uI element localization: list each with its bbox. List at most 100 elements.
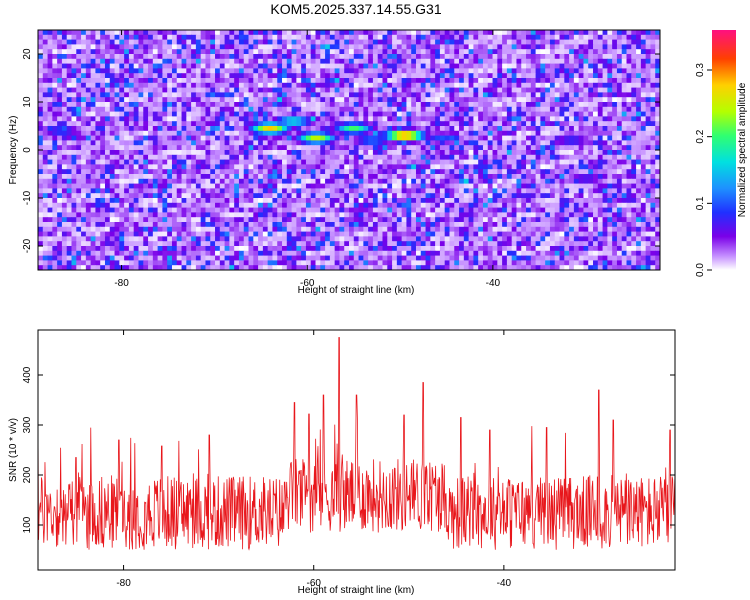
spectrogram-cell <box>463 174 470 180</box>
spectrogram-cell <box>186 68 192 74</box>
spectrogram-cell <box>415 188 422 194</box>
spectrogram-cell <box>602 87 608 93</box>
spectrogram-cell <box>191 34 197 41</box>
spectrogram-cell <box>344 140 350 146</box>
spectrogram-cell <box>344 169 350 175</box>
spectrogram-cell <box>157 58 163 65</box>
spectrogram-cell <box>650 188 656 194</box>
spectrogram-cell <box>401 34 408 41</box>
spectrogram-cell <box>392 39 398 45</box>
spectrogram-cell <box>344 188 350 194</box>
spectrogram-cell <box>526 150 532 156</box>
spectrogram-cell <box>238 212 245 218</box>
spectrogram-cell <box>38 116 44 122</box>
spectrogram-cell <box>267 30 274 36</box>
spectrogram-cell <box>315 106 321 113</box>
spectrogram-cell <box>52 174 58 180</box>
spectrogram-cell <box>262 97 269 103</box>
spectrogram-cell <box>258 164 264 170</box>
spectrogram-cell <box>243 34 250 41</box>
spectrogram-cell <box>506 207 513 213</box>
spectrogram-cell <box>258 212 264 218</box>
spectrogram-cell <box>411 150 417 156</box>
spectrogram-cell <box>387 135 393 141</box>
spectrogram-cell <box>564 183 570 189</box>
spectrogram-cell <box>597 130 604 137</box>
spectrogram-cell <box>286 68 293 74</box>
spectrogram-cell <box>291 49 297 55</box>
spectrogram-cell <box>109 97 116 103</box>
spectrogram-cell <box>81 116 87 122</box>
spectrogram-cell <box>478 140 484 146</box>
spectrogram-cell <box>444 49 451 55</box>
spectrogram-cell <box>626 92 632 98</box>
spectrogram-cell <box>205 58 211 65</box>
spectrogram-cell <box>167 188 173 194</box>
spectrogram-cell <box>626 73 632 79</box>
spectrogram-cell <box>282 54 288 60</box>
spectrogram-cell <box>564 44 570 50</box>
spectrogram-cell <box>329 159 336 165</box>
spectrogram-cell <box>339 202 345 209</box>
spectrogram-cell <box>52 188 58 194</box>
spectrogram-cell <box>85 44 92 50</box>
spectrogram-cell <box>238 130 245 137</box>
spectrogram-cell <box>430 73 436 79</box>
spectrogram-cell <box>95 188 101 194</box>
spectrogram-cell <box>396 150 403 156</box>
spectrogram-cell <box>262 207 269 213</box>
spectrogram-cell <box>358 193 364 199</box>
spectrogram-cell <box>449 30 455 36</box>
spectrogram-cell <box>439 150 446 156</box>
spectrogram-cell <box>291 78 297 84</box>
spectrogram-cell <box>152 54 159 60</box>
spectrogram-cell <box>171 207 178 213</box>
spectrogram-cell <box>607 198 613 204</box>
spectrogram-cell <box>588 188 594 194</box>
spectrogram-cell <box>205 207 211 213</box>
spectrogram-cell <box>420 82 427 89</box>
spectrogram-cell <box>229 150 235 156</box>
spectrogram-cell <box>406 159 412 165</box>
spectrogram-cell <box>511 54 518 60</box>
spectrogram-cell <box>152 78 159 84</box>
spectrogram-cell <box>205 111 211 117</box>
spectrogram-cell <box>372 39 379 45</box>
spectrogram-cell <box>401 63 408 69</box>
spectrogram-cell <box>210 49 216 55</box>
spectrogram-cell <box>282 106 288 113</box>
spectrogram-cell <box>626 102 632 108</box>
spectrogram-cell <box>339 111 345 117</box>
spectrogram-cell <box>655 92 660 98</box>
spectrogram-cell <box>363 111 369 117</box>
spectrogram-cell <box>114 116 120 122</box>
spectrogram-cell <box>640 30 647 36</box>
spectrogram-cell <box>396 154 403 161</box>
spectrogram-cell <box>444 68 451 74</box>
spectrogram-cell <box>320 140 326 146</box>
spectrogram-cell <box>415 87 422 93</box>
spectrogram-cell <box>387 207 393 213</box>
spectrogram-cell <box>301 198 307 204</box>
spectrogram-cell <box>640 44 647 50</box>
spectrogram-cell <box>564 78 570 84</box>
spectrogram-cell <box>243 164 250 170</box>
spectrogram-cell <box>138 78 144 84</box>
spectrogram-cell <box>530 78 537 84</box>
spectrogram-cell <box>435 198 441 204</box>
spectrogram-cell <box>372 49 379 55</box>
spectrogram-cell <box>411 174 417 180</box>
spectrogram-cell <box>301 202 307 209</box>
spectrogram-cell <box>573 159 580 165</box>
spectrogram-cell <box>530 150 537 156</box>
spectrogram-cell <box>444 73 451 79</box>
spectrogram-cell <box>76 39 82 45</box>
spectrogram-cell <box>549 198 556 204</box>
spectrogram-cell <box>420 106 427 113</box>
spectrogram-cell <box>296 126 302 132</box>
spectrogram-cell <box>564 126 570 132</box>
spectrogram-cell <box>81 58 87 65</box>
spectrogram-cell <box>205 174 211 180</box>
spectrogram-cell <box>573 198 580 204</box>
spectrogram-cell <box>526 92 532 98</box>
